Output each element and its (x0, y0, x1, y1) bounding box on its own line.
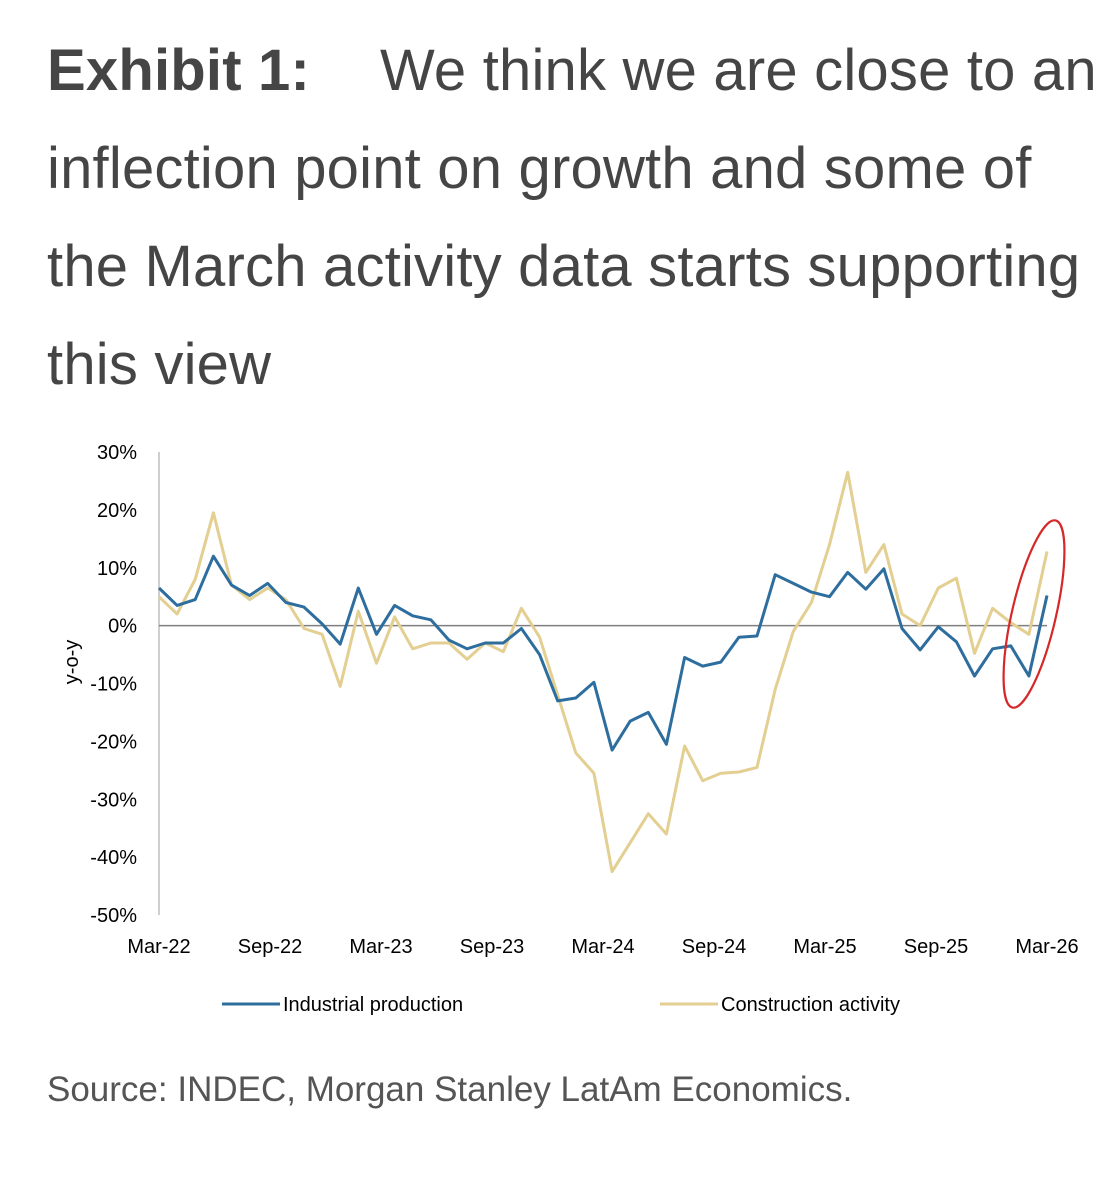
y-tick-label: -20% (90, 731, 137, 753)
exhibit-title-text: We think we are close to an inflection p… (47, 38, 1097, 397)
series-line-industrial-production (157, 554, 1049, 752)
y-tick-label: -40% (90, 847, 137, 869)
x-tick-label: Sep-24 (682, 936, 747, 958)
y-tick-label: 0% (108, 616, 137, 638)
y-tick-label: 30% (97, 442, 137, 464)
y-tick-label: 10% (97, 558, 137, 580)
series-line-construction-activity (157, 470, 1049, 874)
x-tick-label: Sep-22 (238, 936, 303, 958)
exhibit-label: Exhibit 1: (47, 38, 311, 103)
series-lines (157, 470, 1049, 874)
y-axis-ticks: 30% 20% 10% 0% -10% -20% -30% -40% -50% (90, 442, 137, 927)
y-axis-label: y-o-y (61, 640, 83, 684)
x-tick-label: Mar-25 (793, 936, 856, 958)
x-axis-ticks: Mar-22 Sep-22 Mar-23 Sep-23 Mar-24 Sep-24 Mar-… (127, 936, 1078, 958)
y-tick-label: -50% (90, 905, 137, 927)
legend-label: Construction activity (721, 994, 900, 1016)
x-tick-label: Sep-25 (904, 936, 969, 958)
line-chart: 30% 20% 10% 0% -10% -20% -30% -40% -50% Mar-22 Se… (61, 442, 1079, 1016)
x-tick-label: Mar-24 (571, 936, 634, 958)
x-tick-label: Mar-23 (349, 936, 412, 958)
y-tick-label: 20% (97, 500, 137, 522)
exhibit-title: Exhibit 1: We think we are close to an in… (47, 22, 1107, 414)
x-tick-label: Mar-26 (1015, 936, 1078, 958)
x-tick-label: Sep-23 (460, 936, 525, 958)
y-tick-label: -30% (90, 789, 137, 811)
legend: Industrial production Construction activi… (222, 994, 900, 1016)
y-tick-label: -10% (90, 674, 137, 696)
source-note: Source: INDEC, Morgan Stanley LatAm Econ… (47, 1070, 853, 1109)
x-tick-label: Mar-22 (127, 936, 190, 958)
legend-label: Industrial production (283, 994, 463, 1016)
highlight-ellipse (1002, 519, 1066, 709)
